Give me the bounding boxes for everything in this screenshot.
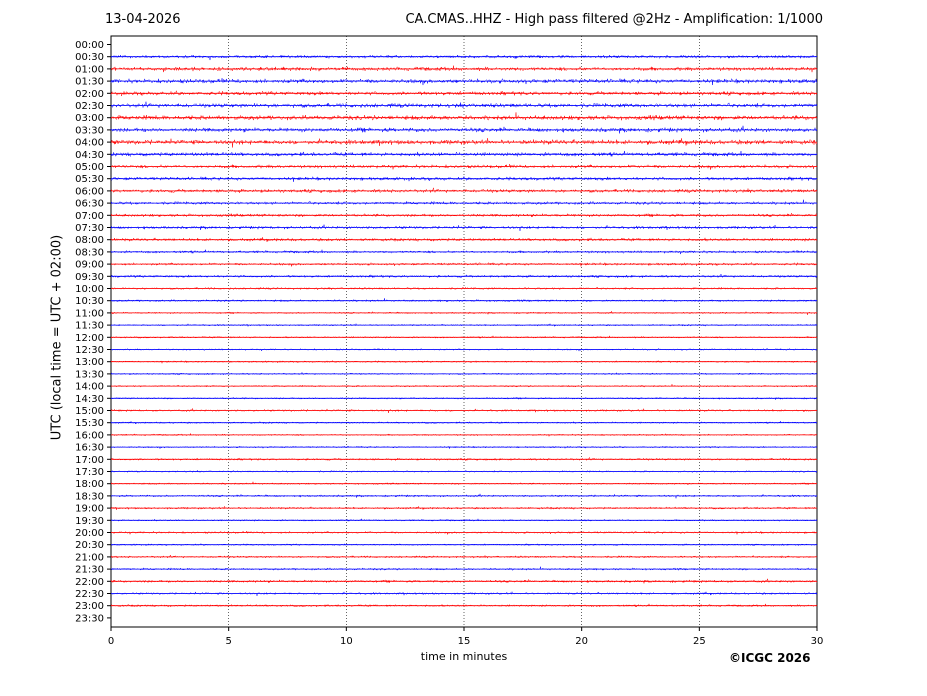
y-tick-label: 10:00 <box>75 284 104 295</box>
x-tick-label: 30 <box>811 636 824 647</box>
y-tick-label: 04:00 <box>75 138 104 149</box>
y-tick-label: 04:30 <box>75 150 104 161</box>
y-tick-label: 23:30 <box>75 613 104 624</box>
y-tick-label: 20:00 <box>75 528 104 539</box>
y-tick-label: 17:30 <box>75 467 104 478</box>
seismic-trace <box>110 298 818 303</box>
copyright-credit: ©ICGC 2026 <box>729 651 811 665</box>
y-tick-label: 20:30 <box>75 540 104 551</box>
x-tick-label: 0 <box>108 636 114 647</box>
x-tick-label: 25 <box>693 636 706 647</box>
y-tick-label: 15:00 <box>75 406 104 417</box>
y-tick-label: 13:30 <box>75 369 104 380</box>
x-tick-label: 15 <box>458 636 471 647</box>
y-tick-label: 09:00 <box>75 260 104 271</box>
y-tick-label: 11:30 <box>75 321 104 332</box>
y-tick-label: 17:00 <box>75 455 104 466</box>
y-tick-label: 13:00 <box>75 357 104 368</box>
y-tick-label: 01:30 <box>75 77 104 88</box>
y-tick-label: 05:30 <box>75 174 104 185</box>
chart-title: CA.CMAS..HHZ - High pass filtered @2Hz -… <box>405 12 823 27</box>
y-tick-label: 12:30 <box>75 345 104 356</box>
y-tick-label: 22:00 <box>75 577 104 588</box>
y-tick-label: 08:00 <box>75 235 104 246</box>
y-tick-label: 10:30 <box>75 296 104 307</box>
y-tick-label: 03:30 <box>75 125 104 136</box>
y-tick-label: 12:00 <box>75 333 104 344</box>
y-tick-label: 18:30 <box>75 491 104 502</box>
y-tick-label: 23:00 <box>75 601 104 612</box>
y-tick-label: 19:30 <box>75 516 104 527</box>
y-tick-label: 06:00 <box>75 186 104 197</box>
y-tick-label: 19:00 <box>75 504 104 515</box>
y-tick-label: 00:00 <box>75 40 104 51</box>
y-tick-label: 00:30 <box>75 52 104 63</box>
plot-frame <box>110 35 818 628</box>
y-tick-label: 01:00 <box>75 64 104 75</box>
y-tick-label: 16:30 <box>75 443 104 454</box>
y-tick-label: 21:00 <box>75 552 104 563</box>
y-tick-label: 22:30 <box>75 589 104 600</box>
y-tick-label: 15:30 <box>75 418 104 429</box>
y-tick-label: 14:30 <box>75 394 104 405</box>
x-axis-label: time in minutes <box>420 650 508 663</box>
seismic-trace <box>110 199 818 206</box>
seismic-trace <box>110 138 818 148</box>
date-label: 13-04-2026 <box>105 12 181 27</box>
y-tick-label: 05:00 <box>75 162 104 173</box>
y-tick-label: 06:30 <box>75 199 104 210</box>
y-tick-label: 09:30 <box>75 272 104 283</box>
seismic-trace <box>110 175 818 183</box>
y-tick-label: 03:00 <box>75 113 104 124</box>
y-tick-label: 02:00 <box>75 89 104 100</box>
y-tick-label: 02:30 <box>75 101 104 112</box>
y-tick-label: 14:00 <box>75 382 104 393</box>
x-tick-label: 10 <box>340 636 353 647</box>
x-tick-label: 20 <box>575 636 588 647</box>
y-tick-label: 18:00 <box>75 479 104 490</box>
y-tick-label: 07:00 <box>75 211 104 222</box>
y-tick-label: 07:30 <box>75 223 104 234</box>
x-tick-label: 5 <box>225 636 231 647</box>
y-tick-label: 08:30 <box>75 247 104 258</box>
y-tick-label: 21:30 <box>75 565 104 576</box>
y-tick-label: 16:00 <box>75 430 104 441</box>
seismic-trace <box>110 112 818 122</box>
y-tick-label: 11:00 <box>75 308 104 319</box>
